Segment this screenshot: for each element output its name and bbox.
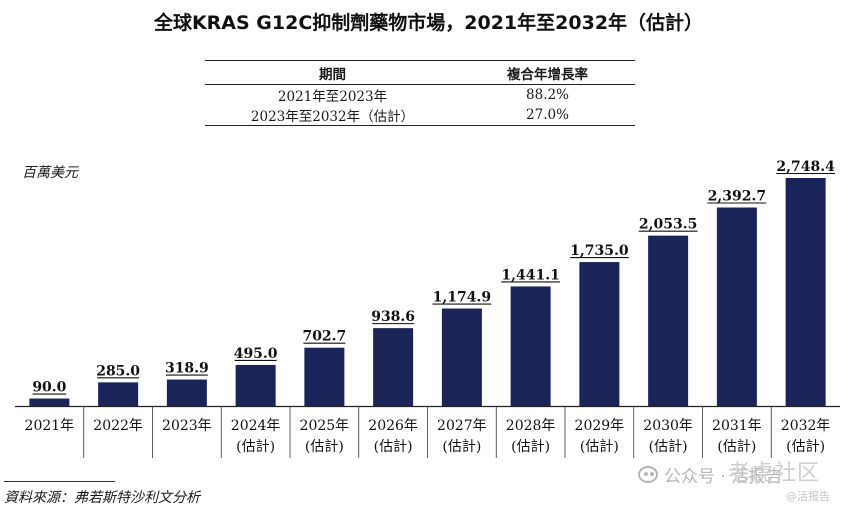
data-label: 938.6 [371,309,415,325]
data-label: 702.7 [302,329,346,345]
x-tick-label: 2022年 [93,418,143,434]
cagr-header-rate: 複合年增長率 [460,60,635,85]
x-tick-label: 2024年 [231,418,281,434]
x-tick-label: (估計) [649,439,688,455]
bar [166,379,207,406]
y-axis-unit-label: 百萬美元 [22,165,78,181]
source-note: 資料來源：弗若斯特沙利文分析 [4,490,200,506]
bar [648,235,689,406]
watermark-site: 老虎社区 [728,461,821,486]
x-tick-label: (估計) [511,439,550,455]
cagr-rate: 27.0% [460,105,635,126]
cagr-header-period: 期間 [205,60,460,85]
cagr-row: 2023年至2032年（估計） 27.0% [205,105,635,126]
x-tick-label: 2030年 [643,418,693,434]
bar [441,308,482,406]
bar [510,286,551,406]
x-tick-label: 2025年 [300,418,350,434]
data-label: 318.9 [165,361,209,377]
source-divider [4,481,115,482]
bar [98,382,139,406]
data-label: 2,053.5 [639,217,697,233]
data-label: 2,392.7 [708,189,766,205]
bar [373,328,414,406]
x-tick-label: (估計) [442,439,481,455]
bar [785,178,826,406]
x-tick-label: (估計) [580,439,619,455]
cagr-period: 2023年至2032年（估計） [205,105,460,126]
bar [579,262,620,406]
data-label: 495.0 [234,346,278,362]
watermark-account-text: 公众号 · 活报告 [664,467,783,487]
cagr-table: 期間 複合年增長率 2021年至2023年 88.2% 2023年至2032年（… [205,60,635,126]
x-tick-label: 2032年 [781,418,831,434]
x-tick-label: 2023年 [162,418,212,434]
x-tick-label: (估計) [786,439,825,455]
x-tick-label: (估計) [305,439,344,455]
data-label: 90.0 [32,380,66,396]
x-tick-label: 2026年 [368,418,418,434]
data-label: 1,441.1 [501,267,559,283]
cagr-row: 2021年至2023年 88.2% [205,85,635,105]
watermark-handle: @活报告 [786,490,830,503]
cagr-period: 2021年至2023年 [277,89,388,105]
cagr-rate: 88.2% [526,87,569,103]
x-tick-label: 2028年 [506,418,556,434]
bar [716,207,757,406]
data-label: 1,174.9 [433,290,491,306]
wechat-icon [638,466,658,483]
watermark-account: 公众号 · 活报告 [638,462,782,487]
x-tick-label: 2027年 [437,418,487,434]
x-tick-label: (估計) [717,439,756,455]
bar [304,347,345,406]
data-label: 285.0 [96,363,140,379]
data-label: 1,735.0 [570,243,629,259]
data-label: 2,748.4 [776,159,835,175]
chart-title: 全球KRAS G12C抑制劑藥物市場，2021年至2032年（估計） [153,12,704,34]
x-tick-label: (估計) [374,439,413,455]
x-tick-label: 2021年 [25,418,75,434]
x-tick-label: 2029年 [575,418,625,434]
x-tick-label: (估計) [236,439,275,455]
bar [29,398,70,406]
x-tick-label: 2031年 [712,418,762,434]
bar [235,364,276,406]
